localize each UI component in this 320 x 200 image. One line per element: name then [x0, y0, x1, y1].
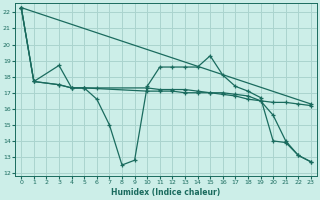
X-axis label: Humidex (Indice chaleur): Humidex (Indice chaleur): [111, 188, 221, 197]
